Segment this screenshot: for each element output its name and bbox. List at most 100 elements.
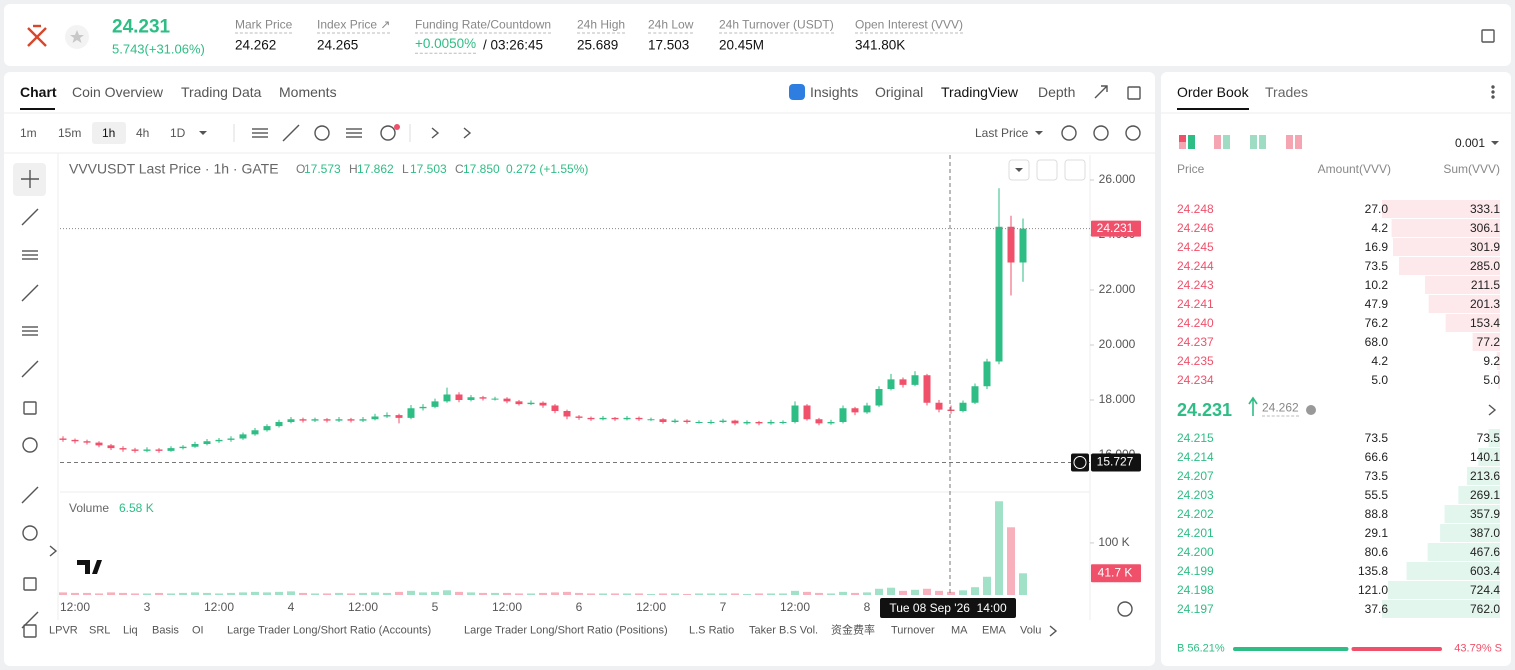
book-price[interactable]: 24.240 bbox=[1177, 316, 1214, 330]
chart-tab[interactable]: Moments bbox=[279, 84, 337, 100]
book-price[interactable]: 24.237 bbox=[1177, 335, 1214, 349]
book-price[interactable]: 24.200 bbox=[1177, 545, 1214, 559]
icon[interactable] bbox=[1093, 125, 1109, 141]
indicator-tab[interactable]: 资金费率 bbox=[831, 624, 875, 637]
indicator-tab[interactable]: L.S Ratio bbox=[689, 624, 735, 637]
icon[interactable] bbox=[1125, 125, 1141, 141]
book-price[interactable]: 24.202 bbox=[1177, 507, 1214, 521]
price-type[interactable]: Last Price bbox=[975, 126, 1029, 140]
icon[interactable] bbox=[22, 525, 38, 541]
icon[interactable] bbox=[1127, 86, 1141, 100]
indicator-tab[interactable]: Liq bbox=[123, 624, 138, 637]
icon[interactable] bbox=[22, 250, 38, 260]
book-price[interactable]: 24.197 bbox=[1177, 602, 1214, 616]
book-price[interactable]: 24.235 bbox=[1177, 354, 1214, 368]
icon[interactable] bbox=[1061, 125, 1077, 141]
book-layout-top[interactable] bbox=[1286, 135, 1293, 149]
interval[interactable]: 4h bbox=[136, 126, 150, 140]
icon[interactable] bbox=[21, 170, 39, 188]
icon[interactable] bbox=[21, 208, 39, 226]
icon[interactable] bbox=[1491, 85, 1495, 99]
indicator-tab[interactable]: Volu bbox=[1020, 624, 1042, 637]
icon[interactable] bbox=[346, 128, 362, 138]
book-amount: 4.2 bbox=[1371, 221, 1388, 235]
icon[interactable] bbox=[314, 125, 330, 141]
book-tab[interactable]: Order Book bbox=[1177, 84, 1249, 100]
book-price[interactable]: 24.198 bbox=[1177, 583, 1214, 597]
icon[interactable] bbox=[1035, 131, 1043, 135]
icon[interactable] bbox=[1491, 141, 1499, 145]
icon[interactable] bbox=[380, 125, 396, 141]
view-tab[interactable]: TradingView bbox=[941, 84, 1019, 100]
icon[interactable] bbox=[49, 545, 58, 557]
icon[interactable] bbox=[1094, 85, 1108, 99]
view-tab[interactable]: Insights bbox=[810, 84, 859, 100]
book-price[interactable]: 24.243 bbox=[1177, 278, 1214, 292]
view-tab[interactable]: Depth bbox=[1038, 84, 1076, 100]
book-layout-top[interactable] bbox=[1250, 135, 1257, 149]
book-layout-top[interactable] bbox=[1214, 135, 1221, 149]
icon[interactable] bbox=[21, 360, 39, 378]
precision[interactable]: 0.001 bbox=[1455, 136, 1486, 150]
book-price[interactable]: 24.248 bbox=[1177, 202, 1214, 216]
book-price[interactable]: 24.241 bbox=[1177, 297, 1214, 311]
icon[interactable] bbox=[22, 437, 38, 453]
icon[interactable] bbox=[1488, 404, 1497, 416]
candle-body bbox=[263, 426, 271, 431]
candle-body bbox=[275, 421, 283, 427]
icon[interactable] bbox=[463, 127, 472, 139]
book-price[interactable]: 24.201 bbox=[1177, 526, 1214, 540]
book-price[interactable]: 24.199 bbox=[1177, 564, 1214, 578]
icon[interactable] bbox=[23, 401, 37, 415]
indicator-tab[interactable]: Basis bbox=[152, 624, 179, 637]
chart-tab[interactable]: Chart bbox=[20, 84, 57, 100]
indicator-tab[interactable]: Large Trader Long/Short Ratio (Accounts) bbox=[227, 624, 432, 637]
book-price[interactable]: 24.244 bbox=[1177, 259, 1214, 273]
icon[interactable] bbox=[21, 284, 39, 302]
book-price[interactable]: 24.214 bbox=[1177, 450, 1214, 464]
interval[interactable]: 1h bbox=[102, 126, 116, 140]
interval[interactable]: 1m bbox=[20, 126, 37, 140]
icon[interactable] bbox=[23, 577, 37, 591]
icon[interactable] bbox=[1117, 601, 1133, 617]
indicator-tab[interactable]: OI bbox=[192, 624, 204, 637]
icon[interactable] bbox=[23, 624, 37, 638]
icon[interactable] bbox=[431, 127, 440, 139]
indicator-tab[interactable]: Large Trader Long/Short Ratio (Positions… bbox=[464, 624, 668, 637]
interval[interactable]: 1D bbox=[170, 126, 186, 140]
book-price[interactable]: 24.246 bbox=[1177, 221, 1214, 235]
icon[interactable] bbox=[252, 128, 268, 138]
chart-button[interactable] bbox=[1036, 159, 1058, 181]
indicator-tab[interactable]: Taker B.S Vol. bbox=[749, 624, 819, 637]
indicator-tab[interactable]: LPVR bbox=[49, 624, 78, 637]
icon[interactable] bbox=[22, 326, 38, 336]
book-price[interactable]: 24.203 bbox=[1177, 488, 1214, 502]
interval[interactable]: 15m bbox=[58, 126, 82, 140]
chart-button[interactable] bbox=[1064, 159, 1086, 181]
book-price[interactable]: 24.234 bbox=[1177, 373, 1214, 387]
indicator-tab[interactable]: SRL bbox=[89, 624, 111, 637]
candle-body bbox=[299, 419, 307, 421]
book-price[interactable]: 24.207 bbox=[1177, 469, 1214, 483]
book-price[interactable]: 24.245 bbox=[1177, 240, 1214, 254]
icon[interactable] bbox=[1481, 29, 1495, 43]
icon[interactable] bbox=[1015, 168, 1023, 172]
candle-body bbox=[1007, 226, 1015, 263]
candle-body bbox=[431, 401, 439, 407]
volume-bar bbox=[371, 592, 379, 595]
icon[interactable] bbox=[1049, 625, 1058, 637]
icon[interactable] bbox=[282, 124, 300, 142]
icon[interactable] bbox=[199, 131, 207, 135]
indicator-tab[interactable]: EMA bbox=[982, 624, 1006, 637]
icon[interactable] bbox=[21, 486, 39, 504]
view-tab[interactable]: Original bbox=[875, 84, 924, 100]
x-tick-label: 8 bbox=[864, 600, 871, 614]
book-tab[interactable]: Trades bbox=[1265, 84, 1309, 100]
chart-tab[interactable]: Coin Overview bbox=[72, 84, 164, 100]
indicator-tab[interactable]: MA bbox=[951, 624, 968, 637]
book-price[interactable]: 24.215 bbox=[1177, 431, 1214, 445]
candle-body bbox=[71, 439, 79, 442]
volume-bar bbox=[539, 592, 547, 595]
indicator-tab[interactable]: Turnover bbox=[891, 624, 935, 637]
chart-tab[interactable]: Trading Data bbox=[181, 84, 262, 100]
